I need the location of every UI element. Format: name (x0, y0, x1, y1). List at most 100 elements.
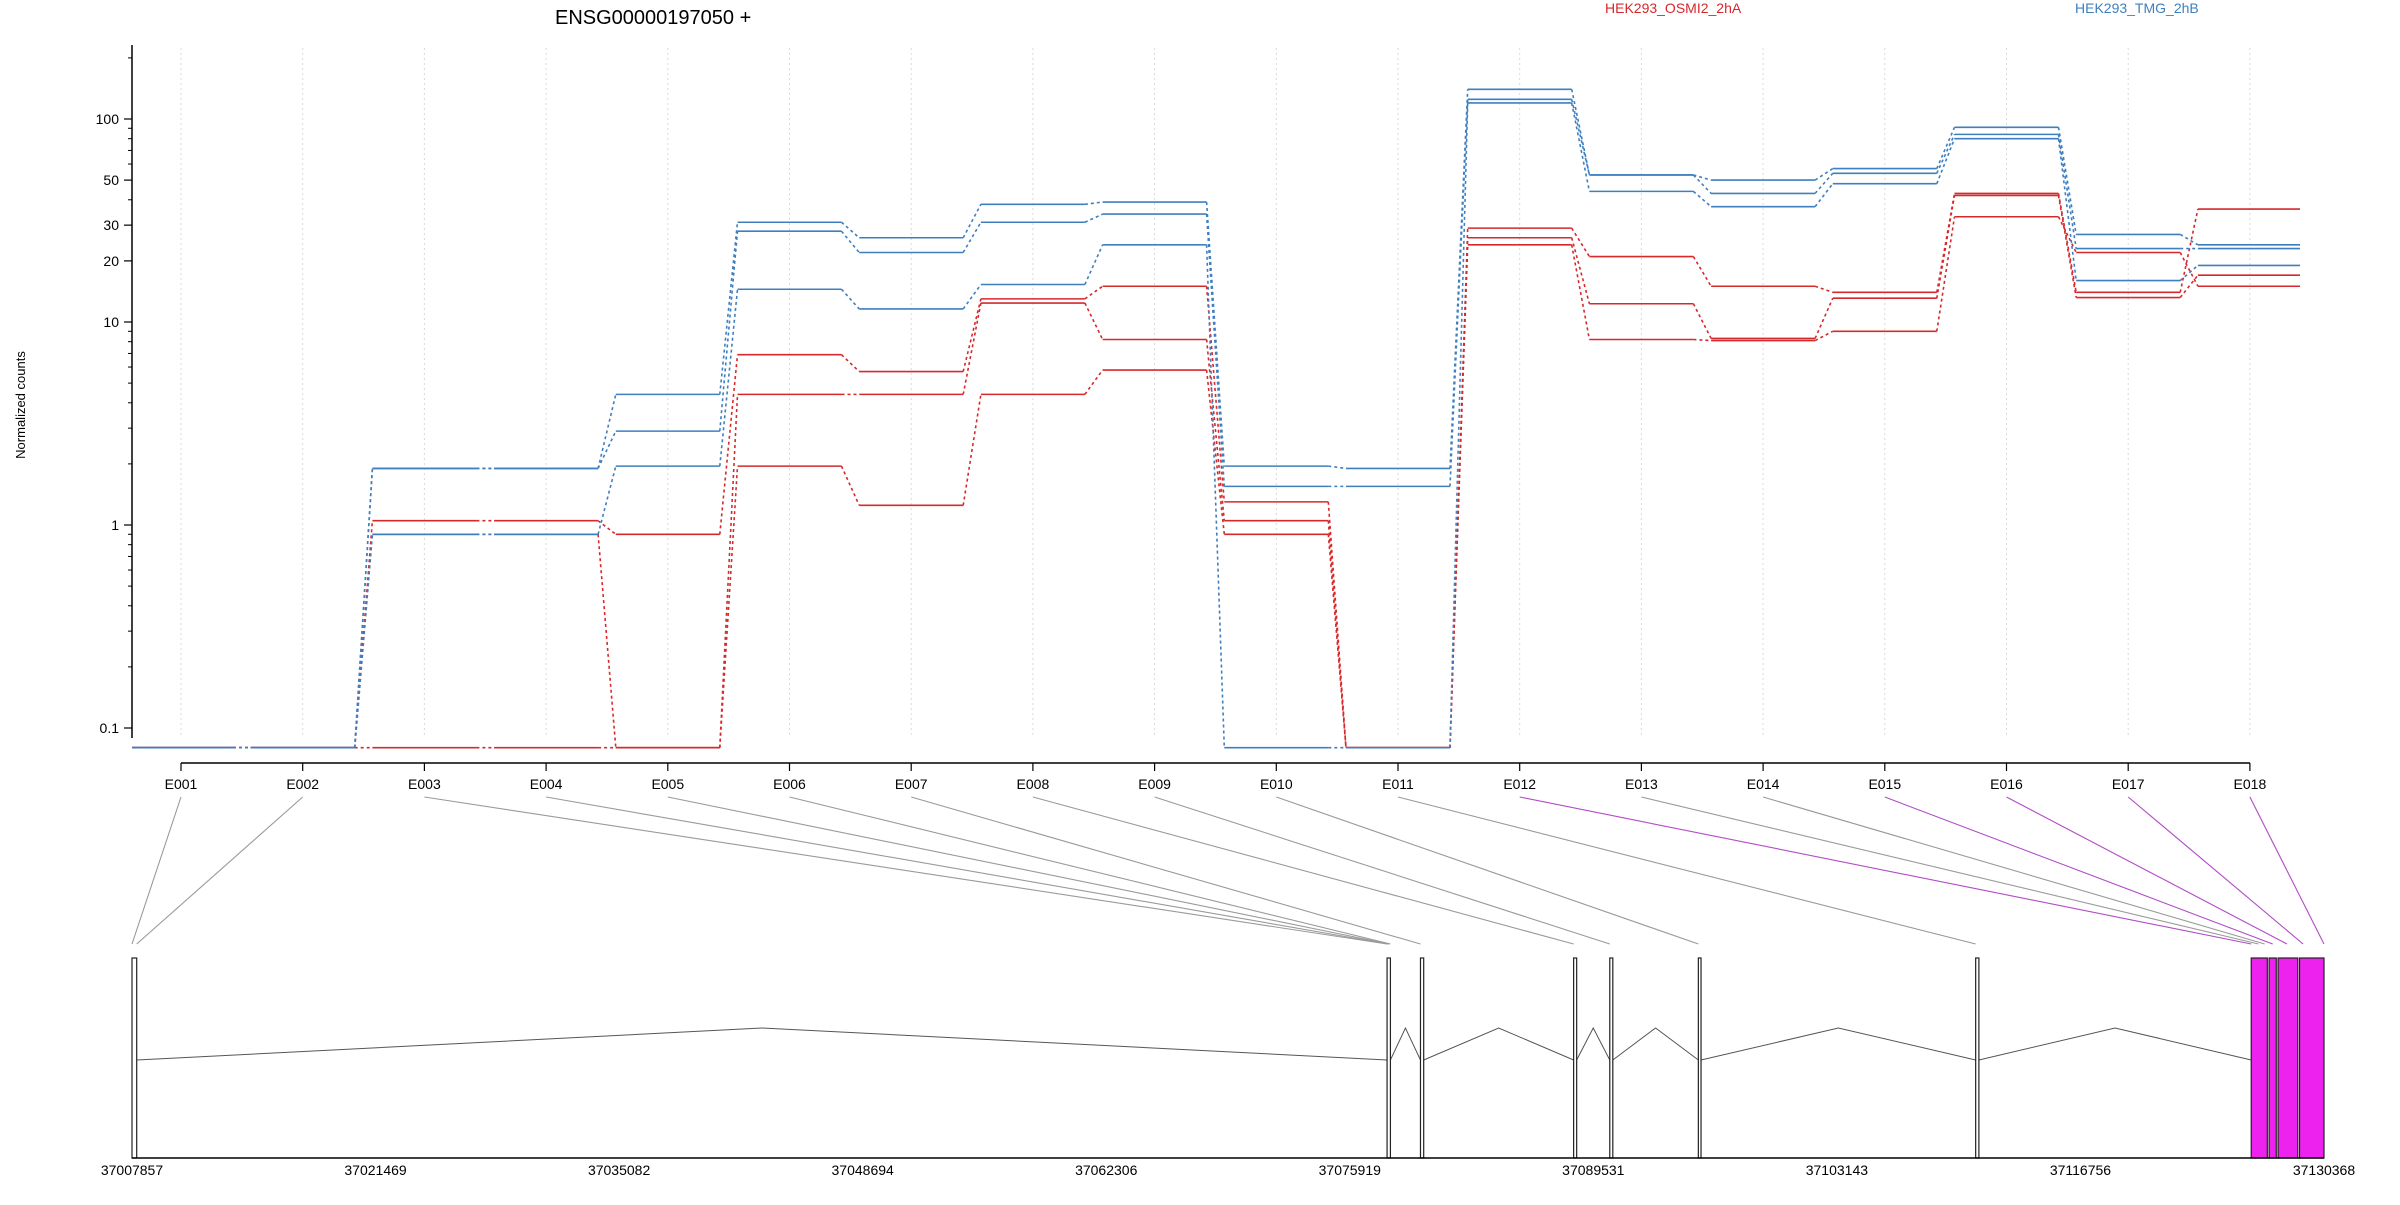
y-tick-label: 1 (111, 517, 119, 533)
series-connector (1449, 244, 1469, 748)
series-connector (2179, 208, 2199, 293)
x-tick-label: E015 (1868, 776, 1901, 792)
grid-layer (180, 48, 2251, 738)
bin-link-line (1397, 796, 1976, 945)
bin-link-line (2006, 796, 2288, 945)
series-connector (1084, 369, 1104, 395)
x-tick-label: E018 (2234, 776, 2267, 792)
coordinate-tick-label: 37048694 (832, 1162, 895, 1178)
series-connector (1936, 138, 1956, 185)
y-tick-label: 20 (103, 253, 119, 269)
series-connector (1936, 126, 1956, 169)
intron-line (1700, 1027, 1976, 1061)
series-connector (353, 520, 374, 748)
series-connector (1571, 227, 1591, 258)
series-connector (1692, 174, 1712, 194)
series-connector (1205, 286, 1226, 502)
series-connector (840, 465, 860, 506)
x-tick-label: E010 (1260, 776, 1293, 792)
series-connector (597, 465, 617, 535)
exon (1975, 957, 1980, 1159)
series-connector (2057, 216, 2077, 253)
bin-link-line (131, 796, 182, 945)
series-connector (1084, 285, 1104, 300)
series-connector (2179, 252, 2199, 287)
series-connector (719, 354, 739, 535)
intron-line (1423, 1027, 1574, 1061)
series-connector (1936, 216, 1956, 332)
series-connector (353, 534, 374, 748)
x-tick-label: E004 (530, 776, 563, 792)
exon-highlighted (2298, 957, 2325, 1159)
series-line (132, 192, 2300, 749)
series-connector (1814, 285, 1834, 294)
series-connector (1814, 172, 1834, 194)
series-connector (1570, 102, 1591, 192)
bin-link-line (1032, 796, 1574, 945)
y-ticks: 0.1 1 10 20 30 50 100 (96, 57, 132, 736)
series-connector (1814, 183, 1834, 208)
series-connector (1570, 99, 1591, 176)
series-connector (1328, 465, 1347, 470)
coordinate-tick-label: 37075919 (1319, 1162, 1382, 1178)
series-connector (840, 221, 860, 239)
gene-model (131, 957, 2325, 1159)
y-tick-label: 30 (103, 217, 119, 233)
series-connector (962, 298, 982, 372)
series-connector (962, 284, 982, 310)
series-connector (597, 430, 617, 469)
y-tick-label: 0.1 (100, 720, 120, 736)
series-connector (1570, 89, 1591, 176)
coordinate-tick-label: 37130368 (2293, 1162, 2356, 1178)
coordinate-tick-label: 37103143 (1806, 1162, 1869, 1178)
x-tick-label: E001 (165, 776, 198, 792)
series-connector (1084, 201, 1103, 206)
intron-line (1389, 1026, 1421, 1061)
bin-link-line (1519, 796, 2252, 945)
series-connector (962, 394, 982, 506)
series-connector (2057, 195, 2077, 298)
bin-link-line (424, 796, 1388, 945)
series-connector (1205, 339, 1226, 521)
intron-line (1612, 1027, 1699, 1061)
series-connector (1570, 237, 1591, 304)
axes-layer (131, 45, 2250, 764)
x-tick-label: E008 (1017, 776, 1050, 792)
exon (131, 957, 138, 1159)
x-tick-label: E006 (773, 776, 806, 792)
series-connector (1693, 174, 1712, 181)
bin-link-lines (131, 796, 2325, 945)
bin-link-line (1884, 796, 2273, 945)
x-tick-label: E007 (895, 776, 928, 792)
y-axis-label: Normalized counts (13, 351, 28, 459)
series-connector (962, 302, 982, 395)
series-connector (1936, 134, 1956, 174)
legend-label-osmi2: HEK293_OSMI2_2hA (1605, 0, 1742, 16)
series-connector (2179, 264, 2199, 282)
x-tick-label: E009 (1138, 776, 1171, 792)
series-connector (1084, 244, 1104, 285)
exon-highlighted (2277, 957, 2299, 1159)
y-tick-label: 10 (103, 314, 119, 330)
series-connector (962, 221, 982, 253)
bin-link-line (667, 796, 1390, 945)
series-connector (1693, 338, 1712, 342)
series-connector (719, 394, 739, 748)
series-connector (1692, 303, 1712, 339)
series-line (132, 102, 2300, 749)
intron-line (136, 1027, 1388, 1061)
intron-line (1978, 1027, 2252, 1061)
series-connector (1936, 195, 1956, 299)
bin-link-line (1641, 796, 2259, 945)
x-tick-label: E014 (1747, 776, 1780, 792)
x-tick-label: E002 (286, 776, 319, 792)
x-tick-label: E005 (651, 776, 684, 792)
x-tick-label: E017 (2112, 776, 2145, 792)
bin-link-line (2249, 796, 2325, 945)
x-tick-label: E013 (1625, 776, 1658, 792)
series-connector (1692, 256, 1712, 287)
series-connector (2057, 134, 2077, 249)
x-ticks: E001 E002 E003 E004 E005 E006 E007 E008 E009 E010… (165, 763, 2267, 792)
